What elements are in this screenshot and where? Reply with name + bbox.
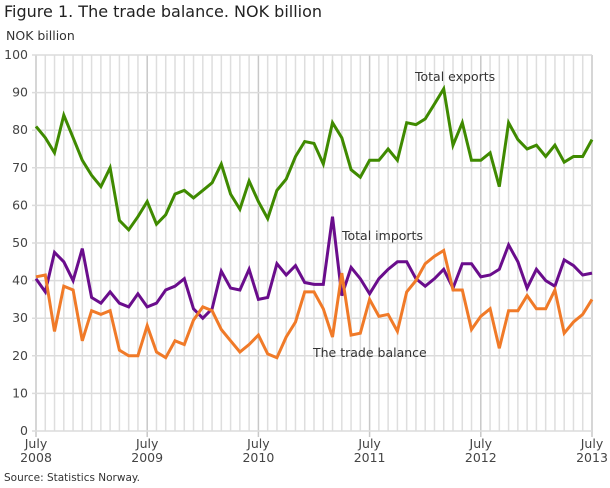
x-tick-label-month: July [357,436,381,451]
x-tick-label-month: July [24,436,48,451]
series-label: The trade balance [312,345,427,360]
x-tick-label-year: 2010 [242,450,274,465]
x-tick-label-month: July [469,436,493,451]
source-note: Source: Statistics Norway. [4,472,140,484]
x-tick-label-year: 2013 [576,450,608,465]
x-tick-label-year: 2009 [131,450,163,465]
y-tick-label: 40 [12,273,28,288]
series-label: Total exports [414,69,495,84]
x-tick-label-year: 2011 [354,450,386,465]
x-tick-label-month: July [135,436,159,451]
series-label: Total imports [341,228,423,243]
y-tick-label: 0 [20,423,28,438]
y-tick-label: 90 [12,85,28,100]
y-tick-label: 70 [12,160,28,175]
x-tick-label-month: July [246,436,270,451]
y-tick-label: 30 [12,310,28,325]
x-tick-label-month: July [580,436,604,451]
y-tick-label: 60 [12,197,28,212]
y-tick-label: 80 [12,122,28,137]
y-tick-label: 50 [12,235,28,250]
x-tick-label-year: 2008 [20,450,52,465]
y-tick-label: 10 [12,385,28,400]
chart-title: Figure 1. The trade balance. NOK billion [4,2,323,21]
y-tick-label: 20 [12,348,28,363]
y-tick-label: 100 [4,47,28,62]
x-tick-label-year: 2012 [465,450,497,465]
y-axis-label: NOK billion [6,28,75,43]
